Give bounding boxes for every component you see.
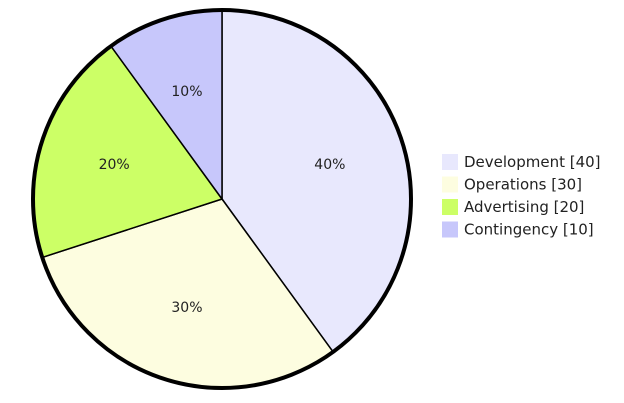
slice-label-development: 40% (314, 157, 345, 173)
slice-label-advertising: 20% (99, 157, 130, 173)
legend-swatch-advertising (442, 199, 458, 215)
slice-label-operations: 30% (171, 300, 202, 316)
legend-swatch-contingency (442, 221, 458, 238)
pie-slices (32, 9, 412, 389)
slice-label-contingency: 10% (171, 84, 202, 100)
legend-swatch-development (442, 154, 458, 170)
legend-label-development: Development [40] (464, 153, 601, 171)
legend-label-contingency: Contingency [10] (464, 221, 594, 239)
legend-swatch-operations (442, 176, 458, 193)
legend: Development [40] Operations [30] Advertisi… (442, 153, 601, 239)
legend-label-advertising: Advertising [20] (464, 198, 584, 216)
legend-label-operations: Operations [30] (464, 176, 582, 194)
slice-labels: 40% 30% 20% 10% (99, 84, 346, 316)
pie-outline (31, 8, 413, 390)
